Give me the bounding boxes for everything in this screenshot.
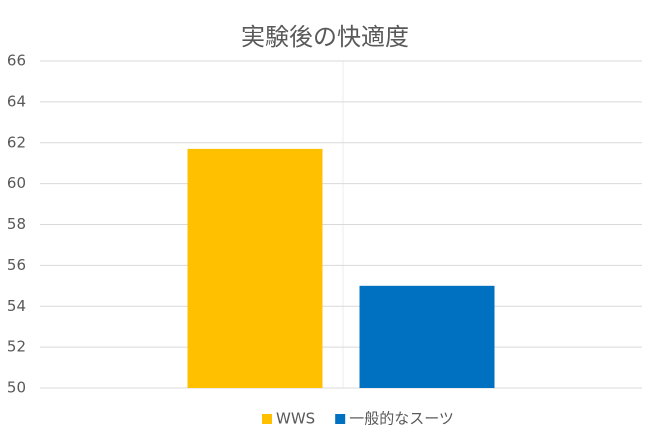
chart-title: 実験後の快適度 [241,23,409,51]
legend-swatch [262,414,272,424]
legend-label: 一般的なスーツ [349,410,454,428]
y-tick-label: 52 [7,338,26,356]
y-tick-label: 64 [7,92,26,110]
y-tick-label: 60 [7,174,26,192]
y-tick-label: 50 [7,379,26,397]
y-tick-label: 66 [7,52,26,70]
legend-swatch [335,414,346,424]
bar [187,148,323,388]
y-tick-label: 56 [7,256,26,274]
legend-label: WWS [276,410,315,428]
y-tick-label: 54 [7,297,26,315]
y-tick-label: 58 [7,215,26,233]
bar [359,285,495,388]
y-tick-label: 62 [7,133,26,151]
